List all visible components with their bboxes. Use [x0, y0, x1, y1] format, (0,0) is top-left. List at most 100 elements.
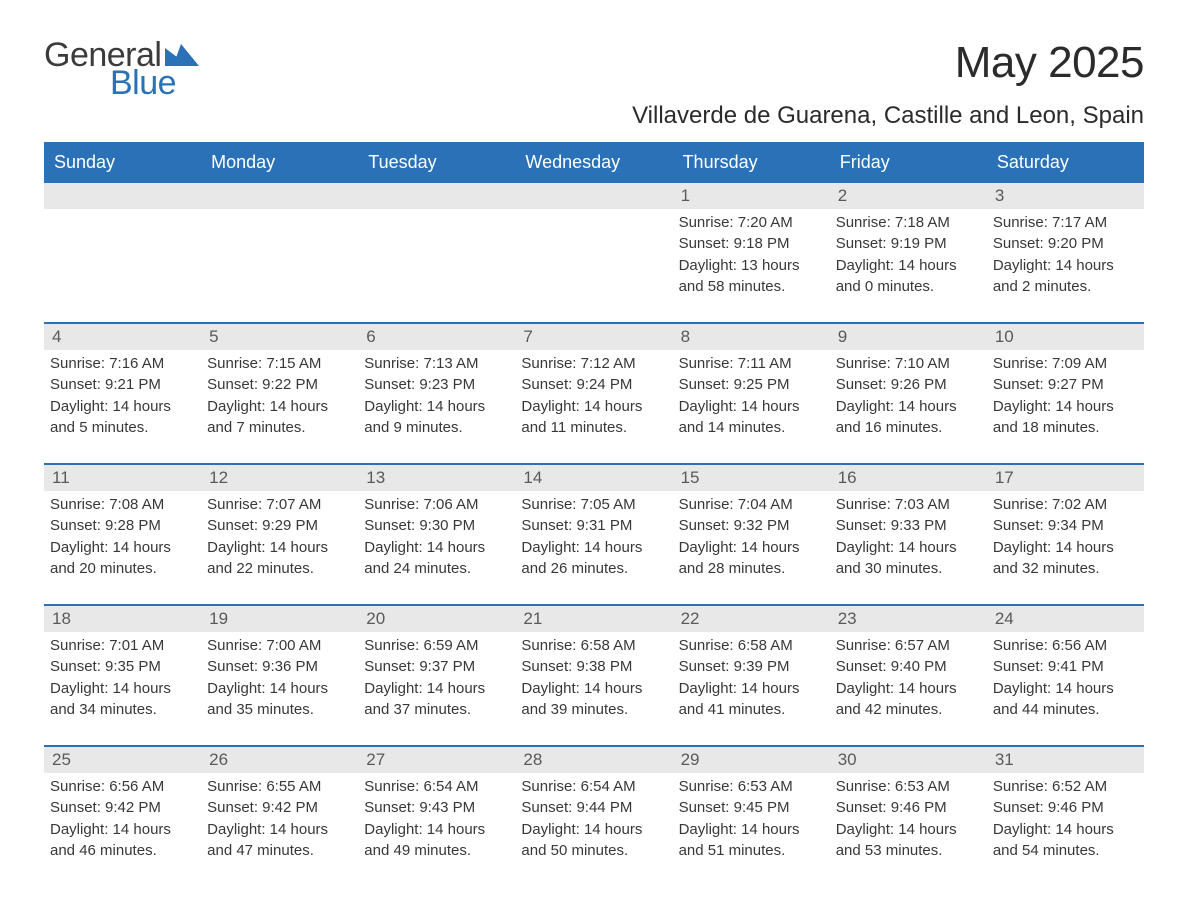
detail-daylight2: and 46 minutes.	[50, 841, 195, 861]
calendar-cell: 4Sunrise: 7:16 AMSunset: 9:21 PMDaylight…	[44, 322, 201, 463]
detail-sunrise: Sunrise: 6:57 AM	[836, 636, 981, 656]
day-number: 24	[987, 606, 1144, 632]
day-details: Sunrise: 6:58 AMSunset: 9:38 PMDaylight:…	[515, 636, 672, 720]
calendar-cell: 19Sunrise: 7:00 AMSunset: 9:36 PMDayligh…	[201, 604, 358, 745]
detail-daylight2: and 54 minutes.	[993, 841, 1138, 861]
calendar-cell: 7Sunrise: 7:12 AMSunset: 9:24 PMDaylight…	[515, 322, 672, 463]
detail-sunset: Sunset: 9:39 PM	[679, 657, 824, 677]
detail-sunrise: Sunrise: 6:59 AM	[364, 636, 509, 656]
detail-daylight2: and 26 minutes.	[521, 559, 666, 579]
day-number: 5	[201, 324, 358, 350]
day-details: Sunrise: 6:58 AMSunset: 9:39 PMDaylight:…	[673, 636, 830, 720]
calendar-cell: 10Sunrise: 7:09 AMSunset: 9:27 PMDayligh…	[987, 322, 1144, 463]
day-details: Sunrise: 6:53 AMSunset: 9:45 PMDaylight:…	[673, 777, 830, 861]
day-number: 31	[987, 747, 1144, 773]
day-details: Sunrise: 7:01 AMSunset: 9:35 PMDaylight:…	[44, 636, 201, 720]
detail-sunrise: Sunrise: 7:09 AM	[993, 354, 1138, 374]
detail-daylight1: Daylight: 14 hours	[679, 820, 824, 840]
day-number: 14	[515, 465, 672, 491]
day-of-week-header: Thursday	[673, 144, 830, 181]
detail-daylight1: Daylight: 14 hours	[836, 397, 981, 417]
day-number: 27	[358, 747, 515, 773]
day-number: 29	[673, 747, 830, 773]
day-of-week-header: Friday	[830, 144, 987, 181]
detail-sunrise: Sunrise: 7:00 AM	[207, 636, 352, 656]
day-details: Sunrise: 6:57 AMSunset: 9:40 PMDaylight:…	[830, 636, 987, 720]
calendar-cell: 1Sunrise: 7:20 AMSunset: 9:18 PMDaylight…	[673, 181, 830, 322]
detail-sunrise: Sunrise: 7:07 AM	[207, 495, 352, 515]
calendar-cell: 17 Sunrise: 7:02 AMSunset: 9:34 PMDayligh…	[987, 463, 1144, 604]
detail-sunrise: Sunrise: 7:04 AM	[679, 495, 824, 515]
detail-daylight1: Daylight: 14 hours	[207, 538, 352, 558]
day-number: 1	[673, 183, 830, 209]
detail-sunset: Sunset: 9:33 PM	[836, 516, 981, 536]
calendar-cell: 9Sunrise: 7:10 AMSunset: 9:26 PMDaylight…	[830, 322, 987, 463]
detail-daylight2: and 14 minutes.	[679, 418, 824, 438]
detail-sunrise: Sunrise: 7:12 AM	[521, 354, 666, 374]
detail-daylight2: and 34 minutes.	[50, 700, 195, 720]
logo-triangle-icon	[165, 44, 199, 66]
detail-daylight1: Daylight: 14 hours	[836, 820, 981, 840]
detail-sunrise: Sunrise: 6:53 AM	[679, 777, 824, 797]
detail-daylight2: and 28 minutes.	[679, 559, 824, 579]
detail-sunrise: Sunrise: 6:58 AM	[679, 636, 824, 656]
calendar-cell: 3Sunrise: 7:17 AMSunset: 9:20 PMDaylight…	[987, 181, 1144, 322]
detail-daylight1: Daylight: 14 hours	[207, 397, 352, 417]
calendar-cell: 29 Sunrise: 6:53 AMSunset: 9:45 PMDayligh…	[673, 745, 830, 886]
detail-daylight1: Daylight: 14 hours	[50, 397, 195, 417]
detail-sunset: Sunset: 9:32 PM	[679, 516, 824, 536]
day-number: 13	[358, 465, 515, 491]
day-number	[44, 183, 201, 209]
detail-daylight2: and 5 minutes.	[50, 418, 195, 438]
calendar-cell: 11Sunrise: 7:08 AMSunset: 9:28 PMDayligh…	[44, 463, 201, 604]
detail-sunrise: Sunrise: 7:10 AM	[836, 354, 981, 374]
day-number: 4	[44, 324, 201, 350]
detail-daylight2: and 49 minutes.	[364, 841, 509, 861]
day-of-week-header: Wednesday	[515, 144, 672, 181]
day-details: Sunrise: 7:12 AMSunset: 9:24 PMDaylight:…	[515, 354, 672, 438]
day-number: 17	[987, 465, 1144, 491]
detail-sunset: Sunset: 9:44 PM	[521, 798, 666, 818]
detail-sunset: Sunset: 9:21 PM	[50, 375, 195, 395]
day-details: Sunrise: 6:53 AMSunset: 9:46 PMDaylight:…	[830, 777, 987, 861]
detail-daylight1: Daylight: 14 hours	[679, 679, 824, 699]
day-details: Sunrise: 6:54 AMSunset: 9:44 PMDaylight:…	[515, 777, 672, 861]
calendar-cell: 25Sunrise: 6:56 AMSunset: 9:42 PMDayligh…	[44, 745, 201, 886]
detail-daylight2: and 53 minutes.	[836, 841, 981, 861]
day-details: Sunrise: 7:15 AMSunset: 9:22 PMDaylight:…	[201, 354, 358, 438]
calendar-cell: 18Sunrise: 7:01 AMSunset: 9:35 PMDayligh…	[44, 604, 201, 745]
detail-daylight1: Daylight: 14 hours	[207, 820, 352, 840]
detail-daylight2: and 20 minutes.	[50, 559, 195, 579]
detail-daylight1: Daylight: 14 hours	[679, 397, 824, 417]
calendar-cell: 27Sunrise: 6:54 AMSunset: 9:43 PMDayligh…	[358, 745, 515, 886]
calendar-cell: 20Sunrise: 6:59 AMSunset: 9:37 PMDayligh…	[358, 604, 515, 745]
detail-daylight2: and 7 minutes.	[207, 418, 352, 438]
detail-sunset: Sunset: 9:28 PM	[50, 516, 195, 536]
detail-sunrise: Sunrise: 7:13 AM	[364, 354, 509, 374]
day-details: Sunrise: 7:05 AMSunset: 9:31 PMDaylight:…	[515, 495, 672, 579]
detail-sunset: Sunset: 9:42 PM	[207, 798, 352, 818]
calendar-cell: 2Sunrise: 7:18 AMSunset: 9:19 PMDaylight…	[830, 181, 987, 322]
calendar-cell: 15Sunrise: 7:04 AMSunset: 9:32 PMDayligh…	[673, 463, 830, 604]
detail-daylight1: Daylight: 14 hours	[836, 679, 981, 699]
day-details: Sunrise: 7:06 AMSunset: 9:30 PMDaylight:…	[358, 495, 515, 579]
detail-sunset: Sunset: 9:23 PM	[364, 375, 509, 395]
detail-daylight1: Daylight: 14 hours	[993, 820, 1138, 840]
detail-daylight2: and 0 minutes.	[836, 277, 981, 297]
day-details: Sunrise: 7:02 AMSunset: 9:34 PMDaylight:…	[987, 495, 1144, 579]
detail-sunrise: Sunrise: 7:08 AM	[50, 495, 195, 515]
detail-daylight2: and 9 minutes.	[364, 418, 509, 438]
detail-daylight2: and 41 minutes.	[679, 700, 824, 720]
detail-sunrise: Sunrise: 7:11 AM	[679, 354, 824, 374]
detail-daylight2: and 37 minutes.	[364, 700, 509, 720]
detail-sunrise: Sunrise: 7:20 AM	[679, 213, 824, 233]
day-details: Sunrise: 6:56 AMSunset: 9:42 PMDaylight:…	[44, 777, 201, 861]
detail-daylight2: and 47 minutes.	[207, 841, 352, 861]
day-number: 8	[673, 324, 830, 350]
detail-sunset: Sunset: 9:27 PM	[993, 375, 1138, 395]
day-number: 21	[515, 606, 672, 632]
detail-daylight2: and 22 minutes.	[207, 559, 352, 579]
detail-daylight1: Daylight: 14 hours	[993, 538, 1138, 558]
detail-sunset: Sunset: 9:25 PM	[679, 375, 824, 395]
detail-daylight1: Daylight: 14 hours	[50, 679, 195, 699]
